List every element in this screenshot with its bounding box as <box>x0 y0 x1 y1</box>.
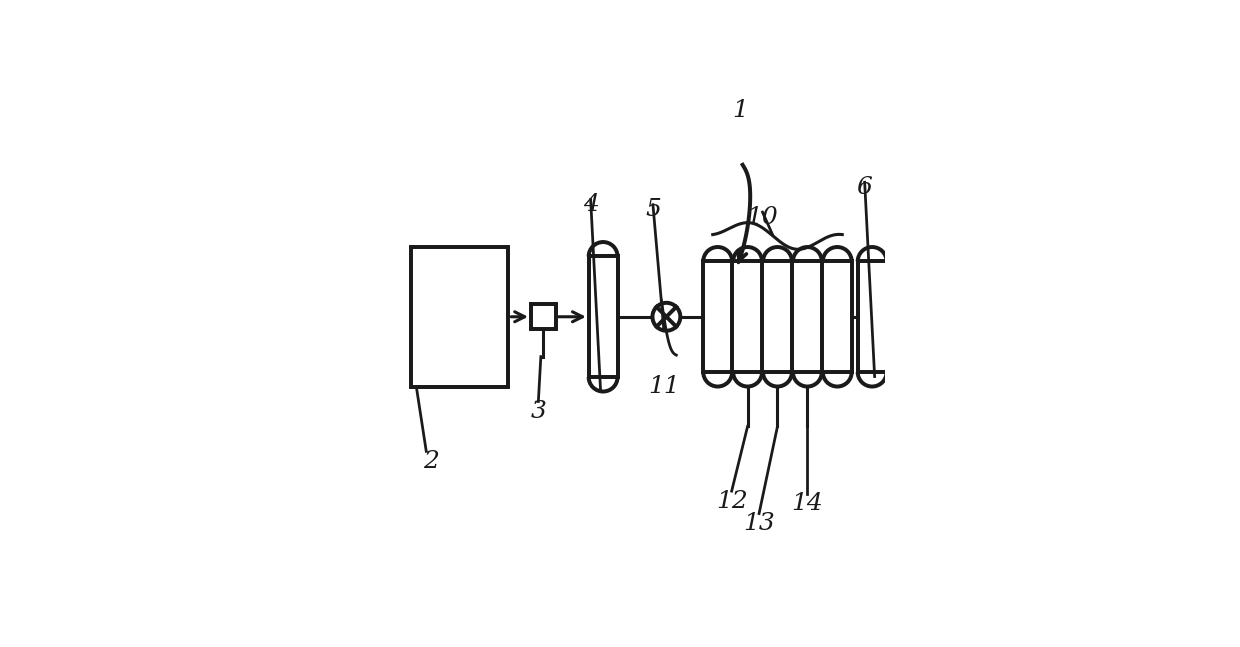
Bar <box>412 247 508 386</box>
Text: 1: 1 <box>732 98 748 122</box>
Text: 12: 12 <box>715 490 748 512</box>
Text: 14: 14 <box>791 492 823 515</box>
Text: 10: 10 <box>746 206 779 228</box>
Bar <box>531 304 556 329</box>
Bar <box>589 256 618 377</box>
Text: 4: 4 <box>583 193 599 216</box>
Text: 3: 3 <box>531 400 547 423</box>
Text: 5: 5 <box>645 198 661 221</box>
Text: 2: 2 <box>423 450 439 473</box>
Text: 13: 13 <box>743 512 775 535</box>
Text: 11: 11 <box>649 375 681 398</box>
Bar <box>858 261 887 372</box>
Text: 6: 6 <box>857 176 873 199</box>
